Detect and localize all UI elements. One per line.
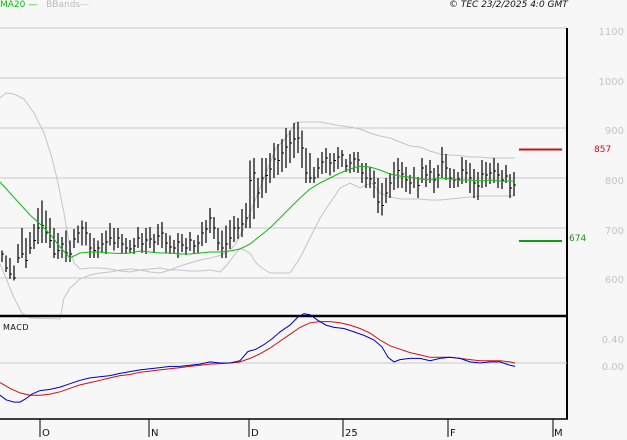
price-bars bbox=[1, 122, 516, 281]
main-grid bbox=[0, 27, 567, 279]
y-label-800: 800 bbox=[604, 176, 624, 187]
x-label-nov: N bbox=[151, 428, 159, 439]
x-label-feb: F bbox=[450, 428, 456, 439]
ma20-line bbox=[0, 165, 515, 259]
y-label-600: 600 bbox=[604, 275, 624, 286]
x-label-2025: 25 bbox=[345, 428, 358, 439]
support-resistance-levels bbox=[519, 148, 562, 242]
legend-bbands: BBands bbox=[46, 0, 81, 10]
resistance-label: 857 bbox=[594, 145, 612, 155]
y-label-1100: 1100 bbox=[598, 27, 624, 38]
macd-y-label-040: 0.40 bbox=[601, 335, 624, 346]
support-label: 674 bbox=[569, 234, 587, 244]
x-label-dec: D bbox=[251, 428, 259, 439]
x-label-mar: M bbox=[554, 428, 563, 439]
legend-ma20-swatch-icon: — bbox=[25, 0, 38, 10]
macd-lines bbox=[0, 313, 516, 403]
legend: MA20 — BBands— bbox=[0, 0, 89, 11]
y-label-1000: 1000 bbox=[598, 77, 624, 88]
y-label-700: 700 bbox=[604, 226, 624, 237]
macd-y-label-000: 0.00 bbox=[601, 362, 624, 373]
macd-title: MACD bbox=[3, 323, 29, 332]
y-label-900: 900 bbox=[604, 126, 624, 137]
legend-bbands-swatch-icon: — bbox=[80, 0, 90, 10]
copyright-timestamp: © TEC 23/2/2025 4:0 GMT bbox=[449, 0, 568, 10]
x-label-oct: O bbox=[42, 428, 50, 439]
x-axis-ticks bbox=[39, 419, 554, 437]
legend-ma20: MA20 bbox=[0, 0, 26, 10]
